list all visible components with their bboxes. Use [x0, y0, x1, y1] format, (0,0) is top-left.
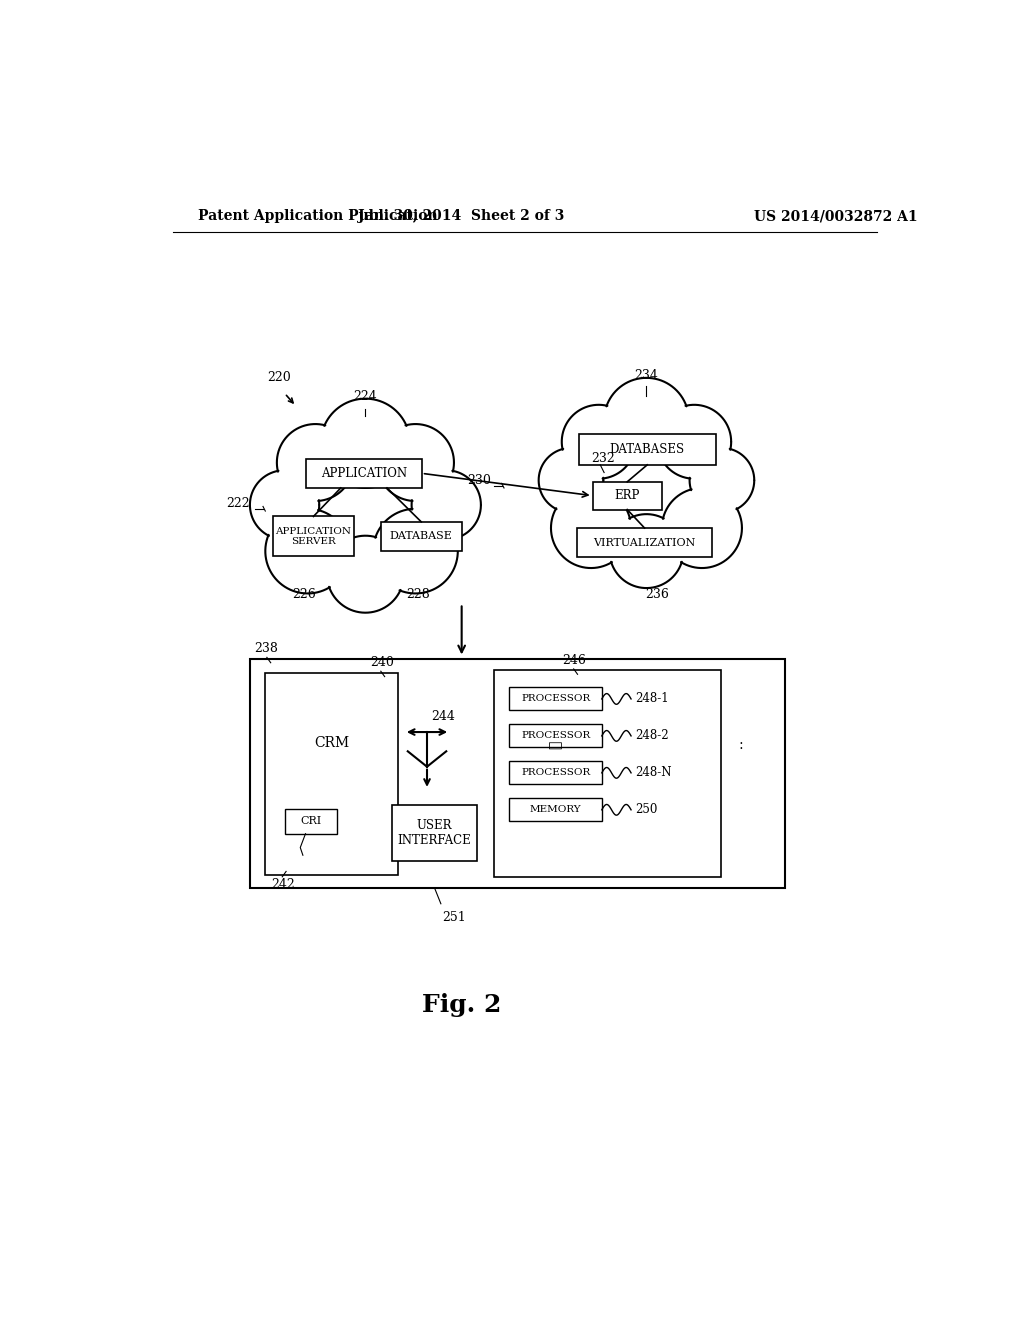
Text: 251: 251 [442, 911, 466, 924]
FancyBboxPatch shape [509, 725, 602, 747]
FancyBboxPatch shape [494, 671, 721, 876]
Text: ⋯: ⋯ [549, 741, 562, 748]
Circle shape [377, 424, 454, 502]
Text: 240: 240 [370, 656, 394, 669]
Circle shape [327, 536, 403, 612]
Circle shape [604, 378, 689, 462]
Text: MEMORY: MEMORY [529, 805, 582, 814]
Text: APPLICATION: APPLICATION [321, 467, 407, 480]
Circle shape [657, 405, 731, 479]
Circle shape [276, 424, 354, 502]
Text: PROCESSOR: PROCESSOR [521, 731, 590, 741]
Text: :: : [738, 738, 742, 751]
Text: ERP: ERP [614, 490, 640, 502]
FancyBboxPatch shape [250, 659, 785, 888]
Text: 234: 234 [635, 368, 658, 381]
Text: 226: 226 [292, 589, 316, 601]
FancyBboxPatch shape [578, 528, 712, 557]
Text: 228: 228 [407, 589, 430, 601]
Text: APPLICATION
SERVER: APPLICATION SERVER [275, 527, 351, 546]
Text: DATABASES: DATABASES [609, 444, 685, 455]
Text: US 2014/0032872 A1: US 2014/0032872 A1 [755, 209, 918, 223]
Text: 246: 246 [562, 653, 586, 667]
Circle shape [609, 515, 683, 589]
Text: 242: 242 [271, 878, 295, 891]
FancyBboxPatch shape [381, 521, 462, 552]
FancyBboxPatch shape [509, 799, 602, 821]
FancyBboxPatch shape [392, 805, 477, 861]
Circle shape [250, 470, 319, 540]
Text: 236: 236 [645, 589, 669, 601]
Text: Jan. 30, 2014  Sheet 2 of 3: Jan. 30, 2014 Sheet 2 of 3 [358, 209, 565, 223]
Text: 222: 222 [226, 496, 250, 510]
Text: Fig. 2: Fig. 2 [422, 994, 502, 1018]
Circle shape [662, 488, 742, 568]
Text: 220: 220 [267, 371, 292, 384]
Text: 250: 250 [636, 804, 658, 816]
FancyBboxPatch shape [265, 673, 397, 875]
FancyBboxPatch shape [593, 482, 662, 510]
Text: CRM: CRM [314, 737, 349, 750]
Circle shape [539, 447, 603, 512]
FancyBboxPatch shape [306, 459, 422, 488]
Text: 248-2: 248-2 [636, 730, 670, 742]
Text: 248-N: 248-N [636, 767, 672, 779]
Text: USER
INTERFACE: USER INTERFACE [398, 818, 472, 847]
Circle shape [321, 399, 410, 488]
Text: 232: 232 [591, 451, 614, 465]
Circle shape [373, 508, 458, 594]
Text: Patent Application Publication: Patent Application Publication [199, 209, 438, 223]
Circle shape [689, 447, 755, 512]
Text: DATABASE: DATABASE [390, 532, 453, 541]
FancyBboxPatch shape [285, 809, 337, 834]
FancyBboxPatch shape [509, 762, 602, 784]
FancyBboxPatch shape [579, 434, 716, 465]
Circle shape [412, 470, 481, 540]
Text: 238: 238 [254, 642, 278, 655]
Text: 224: 224 [353, 391, 377, 404]
Text: 244: 244 [431, 710, 455, 723]
FancyBboxPatch shape [509, 688, 602, 710]
Text: CRI: CRI [300, 816, 322, 826]
Text: 248-1: 248-1 [636, 693, 670, 705]
Text: 230: 230 [467, 474, 490, 487]
Text: VIRTUALIZATION: VIRTUALIZATION [593, 537, 695, 548]
Circle shape [551, 488, 631, 568]
Circle shape [562, 405, 636, 479]
Circle shape [265, 508, 350, 594]
Text: PROCESSOR: PROCESSOR [521, 768, 590, 777]
FancyBboxPatch shape [273, 516, 354, 557]
Text: PROCESSOR: PROCESSOR [521, 694, 590, 704]
